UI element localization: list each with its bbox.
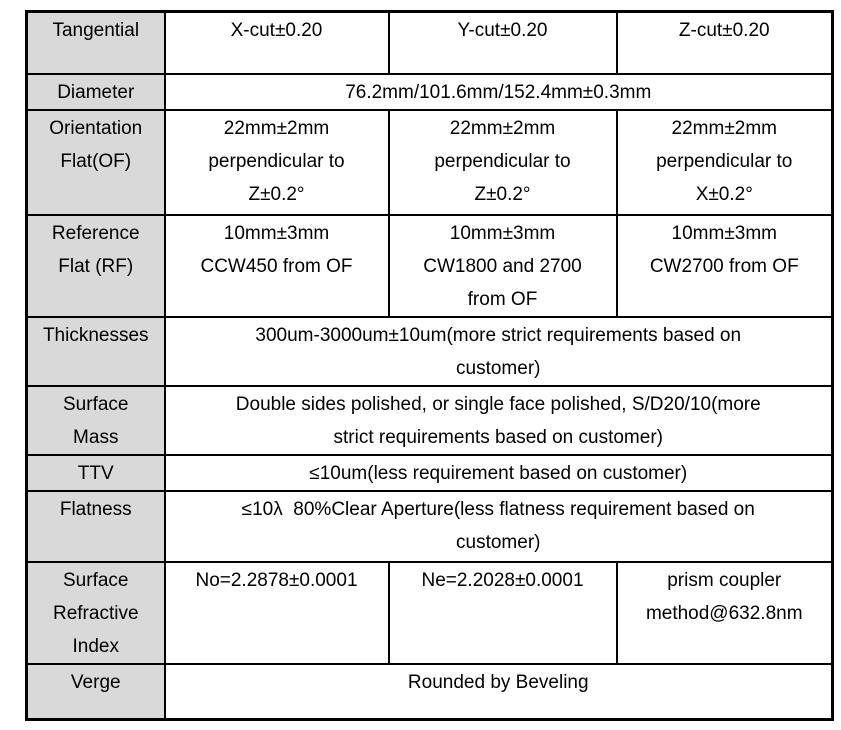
row-label-flatness: Flatness (25, 490, 166, 563)
table-row-verge: Verge Rounded by Beveling (25, 663, 834, 721)
row-label-tangential: Tangential (25, 10, 166, 75)
row-label-thicknesses: Thicknesses (25, 316, 166, 387)
row-label-reference-flat: Reference Flat (RF) (25, 214, 166, 318)
table-row-diameter: Diameter 76.2mm/101.6mm/152.4mm±0.3mm (25, 73, 834, 111)
spec-cell-thicknesses: 300um-3000um±10um(more strict requiremen… (163, 316, 834, 387)
spec-cell-ycut: Y-cut±0.20 (387, 10, 618, 75)
table-row-ttv: TTV ≤10um(less requirement based on cust… (25, 454, 834, 492)
spec-cell-ttv: ≤10um(less requirement based on customer… (163, 454, 834, 492)
spec-cell-no-index: No=2.2878±0.0001 (163, 561, 390, 665)
table-row-orientation-flat: Orientation Flat(OF) 22mm±2mm perpendicu… (25, 109, 834, 216)
row-label-orientation-flat: Orientation Flat(OF) (25, 109, 166, 216)
spec-cell-rf-z: 10mm±3mm CW2700 from OF (615, 214, 834, 318)
table-row-thicknesses: Thicknesses 300um-3000um±10um(more stric… (25, 316, 834, 387)
spec-cell-surface-mass: Double sides polished, or single face po… (163, 385, 834, 456)
spec-cell-of-x: 22mm±2mm perpendicular to Z±0.2° (163, 109, 390, 216)
spec-cell-of-z: 22mm±2mm perpendicular to X±0.2° (615, 109, 834, 216)
row-label-ttv: TTV (25, 454, 166, 492)
spec-cell-zcut: Z-cut±0.20 (615, 10, 834, 75)
spec-cell-verge: Rounded by Beveling (163, 663, 834, 721)
spec-cell-diameter: 76.2mm/101.6mm/152.4mm±0.3mm (163, 73, 834, 111)
row-label-diameter: Diameter (25, 73, 166, 111)
table-row-reference-flat: Reference Flat (RF) 10mm±3mm CCW450 from… (25, 214, 834, 318)
table-row-tangential: Tangential X-cut±0.20 Y-cut±0.20 Z-cut±0… (25, 10, 834, 75)
table-row-flatness: Flatness ≤10λ 80%Clear Aperture(less fla… (25, 490, 834, 563)
table-row-surface-refractive-index: Surface Refractive Index No=2.2878±0.000… (25, 561, 834, 665)
spec-cell-method: prism coupler method@632.8nm (615, 561, 834, 665)
spec-table: Tangential X-cut±0.20 Y-cut±0.20 Z-cut±0… (25, 10, 834, 721)
spec-cell-rf-y: 10mm±3mm CW1800 and 2700 from OF (387, 214, 618, 318)
spec-cell-flatness: ≤10λ 80%Clear Aperture(less flatness req… (163, 490, 834, 563)
table-row-surface-mass: Surface Mass Double sides polished, or s… (25, 385, 834, 456)
row-label-verge: Verge (25, 663, 166, 721)
spec-cell-xcut: X-cut±0.20 (163, 10, 390, 75)
row-label-surface-mass: Surface Mass (25, 385, 166, 456)
spec-cell-rf-x: 10mm±3mm CCW450 from OF (163, 214, 390, 318)
row-label-surface-refractive-index: Surface Refractive Index (25, 561, 166, 665)
spec-cell-of-y: 22mm±2mm perpendicular to Z±0.2° (387, 109, 618, 216)
spec-cell-ne-index: Ne=2.2028±0.0001 (387, 561, 618, 665)
